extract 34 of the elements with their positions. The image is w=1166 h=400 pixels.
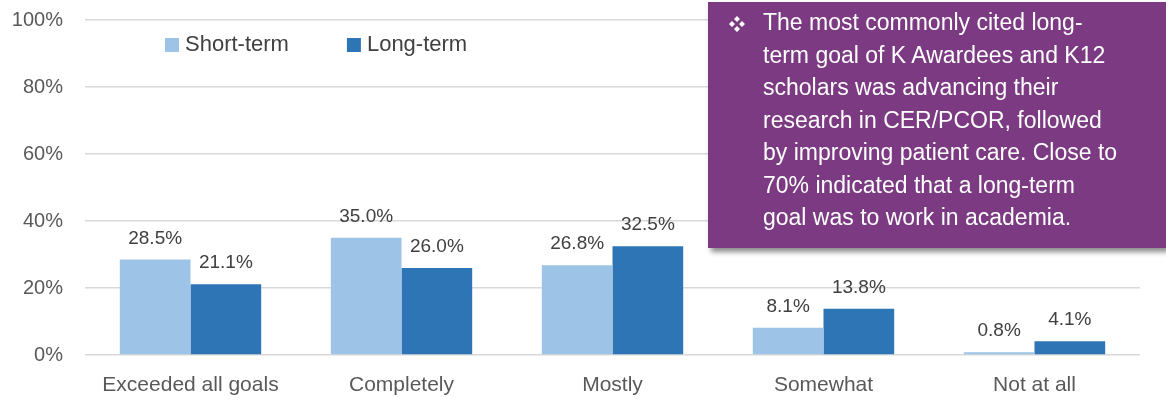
y-tick-label: 60%	[22, 141, 64, 164]
x-tick-label: Somewhat	[773, 372, 874, 396]
y-tick-label: 20%	[22, 275, 64, 298]
bar	[823, 308, 895, 355]
bar	[401, 267, 473, 355]
bar	[612, 246, 684, 355]
bar	[541, 265, 613, 355]
data-label: 26.8%	[550, 232, 605, 254]
y-tick-label: 80%	[22, 74, 64, 97]
data-label: 32.5%	[620, 213, 675, 235]
legend-label: Short-term	[185, 31, 289, 57]
y-tick-label: 100%	[11, 7, 64, 30]
y-tick-label: 0%	[34, 342, 64, 365]
bar	[1034, 341, 1106, 355]
callout-box: The most commonly cited long-term goal of K Awardees and K12 scholars was advancing their research in CER/PCOR, followed by improving patient care. Close to 70% indicated that a long-term goal was to work in academia.	[708, 2, 1166, 248]
data-label: 28.5%	[128, 226, 183, 248]
data-label: 26.0%	[409, 234, 464, 256]
data-label: 13.8%	[831, 275, 886, 297]
data-label: 8.1%	[766, 294, 810, 316]
data-label: 21.1%	[198, 251, 253, 273]
data-label: 0.8%	[977, 319, 1021, 341]
x-tick-label: Mostly	[582, 372, 644, 396]
bar	[330, 237, 402, 355]
bar	[119, 259, 191, 355]
x-tick-label: Exceeded all goals	[102, 372, 279, 396]
bar	[190, 284, 262, 355]
annotation: The most commonly cited long-term goal of K Awardees and K12 scholars was advancing their research in CER/PCOR, followed by improving patient care. Close to 70% indicated that a long-term goal was to work in academia.	[763, 8, 1119, 232]
legend-label: Long-term	[366, 31, 468, 57]
data-label: 4.1%	[1048, 308, 1092, 330]
x-tick-label: Not at all	[993, 372, 1076, 396]
data-label: 35.0%	[339, 204, 394, 226]
bar	[752, 327, 824, 355]
x-tick-label: Completely	[348, 372, 455, 396]
y-tick-label: 40%	[22, 208, 64, 231]
